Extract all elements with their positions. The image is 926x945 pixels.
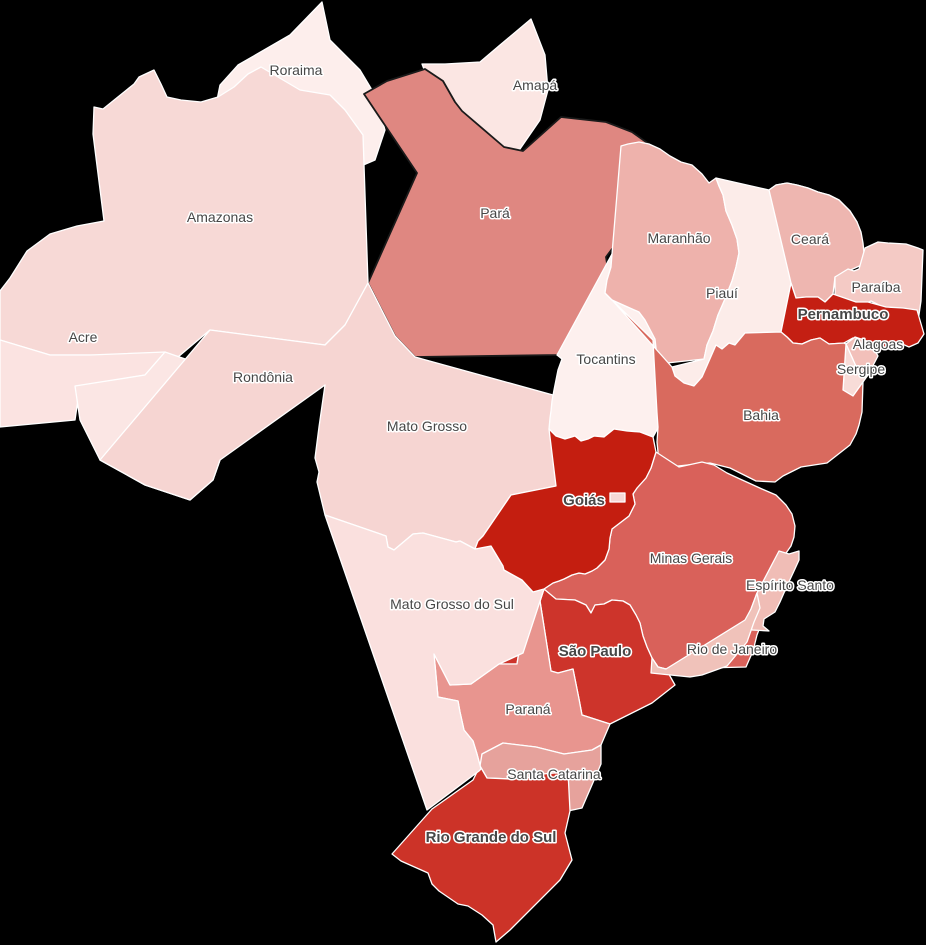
svg-text:Roraima: Roraima	[270, 62, 323, 78]
svg-text:Rio de Janeiro: Rio de Janeiro	[687, 641, 777, 657]
svg-text:Minas Gerais: Minas Gerais	[650, 550, 732, 566]
svg-text:Santa Catarina: Santa Catarina	[507, 766, 601, 782]
svg-text:Acre: Acre	[69, 329, 98, 345]
svg-text:Tocantins: Tocantins	[576, 351, 635, 367]
svg-text:Goiás: Goiás	[563, 492, 605, 509]
svg-text:Rondônia: Rondônia	[233, 369, 293, 385]
svg-text:Mato Grosso: Mato Grosso	[387, 418, 467, 434]
svg-text:Rio Grande do Sul: Rio Grande do Sul	[426, 829, 557, 846]
svg-text:Pernambuco: Pernambuco	[798, 306, 889, 323]
svg-text:Alagoas: Alagoas	[853, 336, 904, 352]
svg-text:Paraná: Paraná	[505, 701, 550, 717]
svg-text:Mato Grosso do Sul: Mato Grosso do Sul	[390, 596, 514, 612]
svg-text:Bahia: Bahia	[743, 407, 779, 423]
svg-text:Sergipe: Sergipe	[837, 361, 885, 377]
svg-text:Amazonas: Amazonas	[187, 209, 253, 225]
svg-text:Piauí: Piauí	[706, 285, 738, 301]
svg-text:Amapá: Amapá	[513, 77, 558, 93]
svg-text:Maranhão: Maranhão	[647, 230, 710, 246]
svg-text:Espírito Santo: Espírito Santo	[746, 577, 834, 593]
svg-text:Paraíba: Paraíba	[851, 279, 900, 295]
svg-text:São Paulo: São Paulo	[559, 643, 632, 660]
svg-text:Pará: Pará	[480, 205, 510, 221]
svg-text:Ceará: Ceará	[791, 231, 829, 247]
